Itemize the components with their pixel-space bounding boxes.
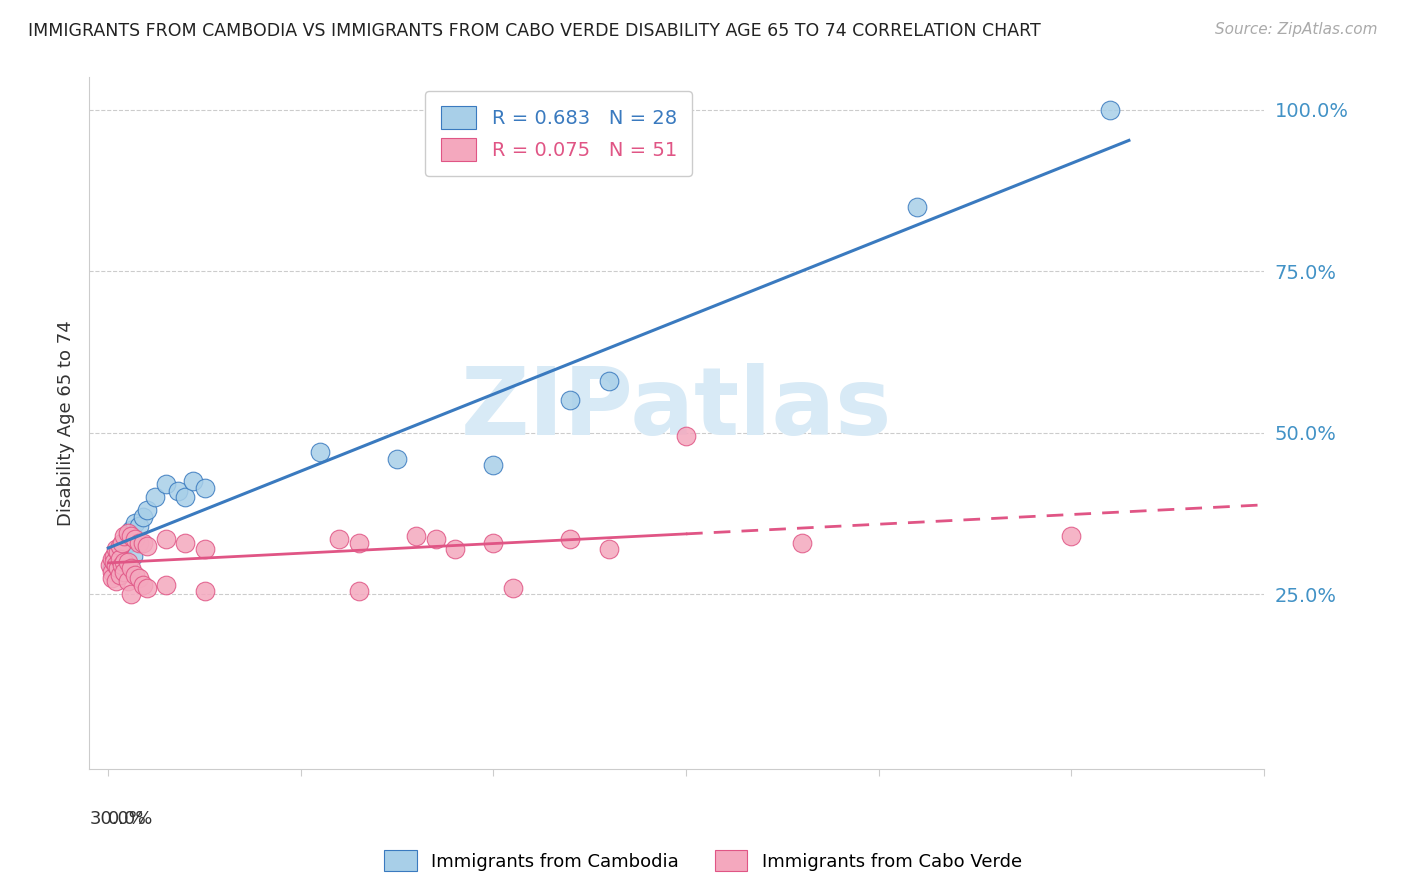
Point — [98, 558, 121, 573]
Point — [111, 561, 134, 575]
Point — [114, 555, 136, 569]
Point — [124, 568, 146, 582]
Point — [155, 533, 177, 547]
Point — [155, 577, 177, 591]
Point — [347, 535, 370, 549]
Point — [124, 533, 146, 547]
Point — [107, 558, 129, 573]
Point — [101, 565, 124, 579]
Point — [108, 551, 131, 566]
Point — [128, 535, 150, 549]
Point — [108, 542, 131, 557]
Point — [112, 565, 135, 579]
Point — [108, 568, 131, 582]
Point — [112, 535, 135, 549]
Point — [194, 481, 217, 495]
Point — [905, 200, 928, 214]
Point — [405, 529, 427, 543]
Point — [482, 535, 505, 549]
Point — [174, 535, 197, 549]
Point — [108, 539, 131, 553]
Point — [128, 519, 150, 533]
Point — [111, 558, 134, 573]
Point — [105, 565, 128, 579]
Point — [118, 525, 141, 540]
Point — [309, 445, 332, 459]
Point — [117, 574, 139, 589]
Point — [598, 542, 620, 557]
Point — [166, 483, 188, 498]
Point — [101, 571, 124, 585]
Point — [132, 577, 155, 591]
Text: ZIPatlas: ZIPatlas — [461, 363, 891, 455]
Point — [105, 574, 128, 589]
Point — [103, 555, 125, 569]
Point — [132, 509, 155, 524]
Point — [135, 503, 157, 517]
Point — [347, 584, 370, 599]
Text: 30.0%: 30.0% — [90, 810, 146, 828]
Text: IMMIGRANTS FROM CAMBODIA VS IMMIGRANTS FROM CABO VERDE DISABILITY AGE 65 TO 74 C: IMMIGRANTS FROM CAMBODIA VS IMMIGRANTS F… — [28, 22, 1040, 40]
Point — [560, 533, 582, 547]
Point — [560, 393, 582, 408]
Point — [598, 374, 620, 388]
Point — [111, 535, 134, 549]
Legend: Immigrants from Cambodia, Immigrants from Cabo Verde: Immigrants from Cambodia, Immigrants fro… — [377, 843, 1029, 879]
Point — [155, 477, 177, 491]
Point — [385, 451, 408, 466]
Point — [112, 529, 135, 543]
Point — [120, 561, 142, 575]
Point — [112, 555, 135, 569]
Legend: R = 0.683   N = 28, R = 0.075   N = 51: R = 0.683 N = 28, R = 0.075 N = 51 — [426, 91, 692, 177]
Point — [194, 584, 217, 599]
Point — [117, 535, 139, 549]
Point — [444, 542, 467, 557]
Point — [482, 458, 505, 472]
Point — [120, 523, 142, 537]
Point — [502, 581, 524, 595]
Point — [105, 558, 128, 573]
Point — [103, 551, 125, 566]
Point — [122, 549, 145, 563]
Point — [135, 539, 157, 553]
Point — [790, 535, 813, 549]
Point — [1060, 529, 1083, 543]
Point — [120, 529, 142, 543]
Point — [107, 545, 129, 559]
Point — [194, 542, 217, 557]
Point — [107, 561, 129, 575]
Point — [105, 542, 128, 557]
Point — [124, 516, 146, 531]
Point — [1098, 103, 1121, 117]
Point — [120, 587, 142, 601]
Point — [117, 525, 139, 540]
Point — [328, 533, 350, 547]
Point — [181, 474, 204, 488]
Point — [128, 571, 150, 585]
Point — [174, 491, 197, 505]
Point — [101, 561, 124, 575]
Point — [425, 533, 447, 547]
Text: Source: ZipAtlas.com: Source: ZipAtlas.com — [1215, 22, 1378, 37]
Point — [132, 535, 155, 549]
Point — [143, 491, 166, 505]
Text: 0.0%: 0.0% — [108, 810, 153, 828]
Y-axis label: Disability Age 65 to 74: Disability Age 65 to 74 — [58, 320, 75, 526]
Point — [117, 555, 139, 569]
Point — [135, 581, 157, 595]
Point — [675, 429, 697, 443]
Point — [103, 549, 125, 563]
Point — [101, 551, 124, 566]
